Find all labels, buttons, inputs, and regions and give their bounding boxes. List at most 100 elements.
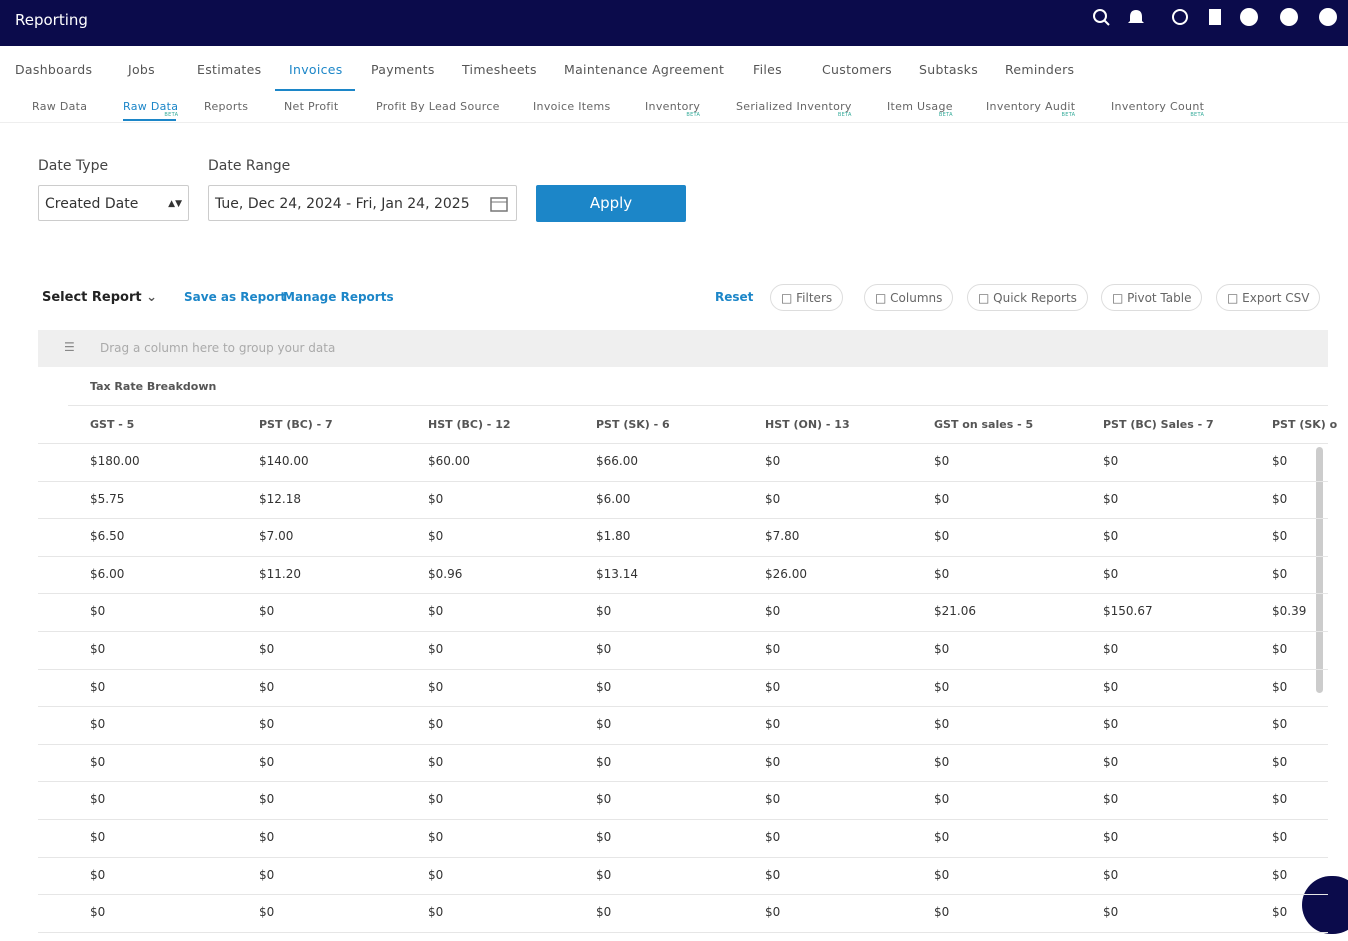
nav-tab[interactable]: Maintenance Agreement (564, 62, 725, 77)
cell: $5.75 (90, 491, 125, 506)
scrollbar[interactable] (1316, 447, 1323, 693)
cell: $0 (1103, 905, 1119, 920)
cell: $0 (934, 566, 950, 581)
subnav-tab[interactable]: Inventory BETA (645, 100, 701, 118)
cell: $0 (90, 830, 106, 844)
cell: $0 (428, 642, 444, 656)
cell: $0.39 (1272, 604, 1307, 619)
cell: $0 (596, 867, 612, 882)
cell: $0 (90, 754, 106, 769)
beta-badge: BETA (164, 112, 179, 118)
cell: $0 (428, 717, 444, 732)
cell: $0 (765, 717, 781, 732)
apply-button[interactable]: Apply (536, 185, 686, 222)
button-text: Export CSV (1242, 291, 1310, 305)
subnav-tab[interactable]: Serialized Inventory BETA (736, 100, 852, 118)
cell: $7.00 (259, 529, 294, 544)
beta-badge: BETA (1190, 112, 1205, 118)
cell: $0 (259, 905, 275, 920)
cell: $0 (428, 679, 444, 694)
cell: $0 (765, 679, 781, 694)
subnav-tab[interactable]: Raw Data (32, 100, 88, 113)
cell: $0 (934, 867, 950, 882)
cell: $0 (428, 830, 444, 844)
cell: $0 (596, 792, 612, 807)
reset-link[interactable]: Reset (715, 290, 754, 304)
select-report[interactable]: Select Report ⌄ (42, 290, 158, 305)
column-header: HST (ON) - 13 (765, 418, 850, 431)
cell: $0 (765, 754, 781, 769)
subnav-tab[interactable]: Item Usage BETA (887, 100, 953, 118)
nav-tab[interactable]: Estimates (197, 62, 262, 77)
line (38, 781, 1328, 783)
cell: $0 (934, 529, 950, 544)
beta-badge: BETA (1061, 112, 1076, 118)
cell: $0 (90, 642, 106, 656)
cell: $0 (1272, 491, 1288, 506)
toolbar-button[interactable]: □ Quick Reports (967, 284, 1088, 311)
subnav-tab[interactable]: Invoice Items (533, 100, 611, 113)
cell: $21.06 (934, 604, 976, 619)
toolbar-button[interactable]: □ Export CSV (1216, 284, 1321, 311)
nav-tab[interactable]: Files (753, 62, 782, 77)
toolbar-button[interactable]: □ Columns (864, 284, 954, 311)
subnav-tab[interactable]: Inventory Audit BETA (986, 100, 1076, 118)
cell: $0 (428, 604, 444, 619)
cell: $0 (428, 754, 444, 769)
cell: $13.14 (596, 566, 638, 581)
cell: $0 (1272, 454, 1288, 468)
line (38, 706, 1328, 708)
line (38, 818, 1328, 820)
cell: $0.96 (428, 566, 463, 581)
subnav-tab[interactable]: Net Profit (284, 100, 339, 113)
cell: $0 (428, 491, 444, 506)
button-text: Pivot Table (1127, 291, 1192, 305)
toolbar-button[interactable]: □ Pivot Table (1101, 284, 1203, 311)
subnav-tab[interactable]: Profit By Lead Source (376, 100, 500, 113)
line (38, 743, 1328, 745)
cell: $0 (259, 679, 275, 694)
manage-link[interactable]: Manage Reports (283, 290, 394, 304)
cell: $0 (1103, 679, 1119, 694)
cell: $1.80 (596, 529, 631, 544)
nav-tab[interactable]: Invoices (289, 62, 343, 77)
button-text: Quick Reports (993, 291, 1077, 305)
toolbar-button[interactable]: □ Filters (770, 284, 844, 311)
cell: $0 (596, 754, 612, 769)
nav-tab[interactable]: Jobs (128, 62, 155, 77)
cell: $0 (1103, 491, 1119, 506)
divider (0, 122, 1348, 123)
cell: $0 (1103, 792, 1119, 807)
cell: $66.00 (596, 454, 638, 468)
subnav-tab[interactable]: Reports (204, 100, 249, 113)
nav-tab[interactable]: Customers (822, 62, 892, 77)
cell: $0 (1272, 830, 1288, 844)
cell: $0 (1272, 905, 1288, 920)
nav-tab[interactable]: Timesheets (462, 62, 537, 77)
save-link[interactable]: Save as Report (184, 290, 287, 304)
chat-button[interactable] (1302, 876, 1348, 934)
subnav-tab[interactable]: Inventory Count BETA (1111, 100, 1205, 118)
nav-tab[interactable]: Payments (371, 62, 435, 77)
cell: $0 (1272, 642, 1288, 656)
nav-tab[interactable]: Reminders (1005, 62, 1075, 77)
cell: $0 (1272, 566, 1288, 581)
line (38, 518, 1328, 520)
nav-tab[interactable]: Subtasks (919, 62, 979, 77)
header-icons[interactable] (1090, 6, 1348, 30)
date-range-input[interactable]: Tue, Dec 24, 2024 - Fri, Jan 24, 2025 (208, 185, 517, 221)
nav-tab[interactable]: Dashboards (15, 62, 93, 77)
column-header: GST - 5 (90, 418, 135, 431)
column-header: PST (BC) Sales - 7 (1103, 418, 1214, 431)
tab-underline (275, 89, 355, 91)
content (0, 122, 1348, 941)
group-bar: ☰ Drag a column here to group your data (38, 330, 1328, 367)
cell: $0 (596, 905, 612, 920)
cell: $6.00 (596, 491, 631, 506)
app-title: Reporting (15, 11, 88, 29)
date-type-select[interactable]: Created Date ▲▼ (38, 185, 189, 221)
subnav-tab[interactable]: Raw Data BETA (123, 100, 179, 118)
cell: $0 (259, 830, 275, 844)
cell: $0 (1103, 830, 1119, 844)
line (38, 668, 1328, 670)
